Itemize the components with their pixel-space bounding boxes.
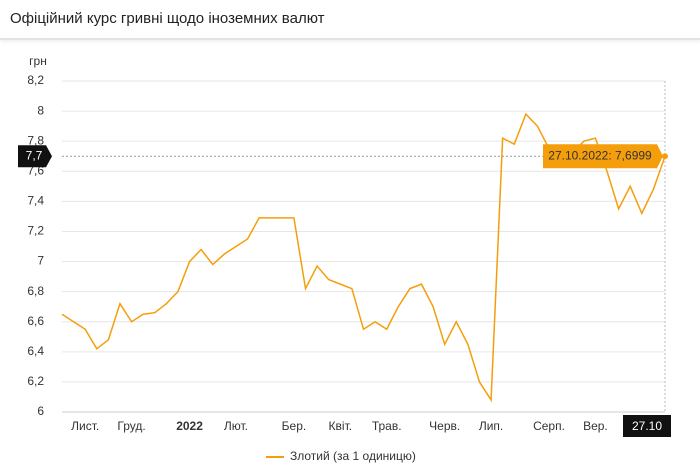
y-tick-label: 8 [37, 103, 44, 117]
y-tick-label: 7,2 [27, 224, 44, 238]
y-tick-label: 7,4 [27, 194, 44, 208]
x-tick-highlight [623, 415, 671, 437]
x-tick-label: Квіт. [329, 419, 353, 433]
y-tick-label: 6 [37, 404, 44, 418]
y-tick-label: 7,8 [27, 133, 44, 147]
page-title: Офіційний курс гривні щодо іноземних вал… [10, 10, 325, 27]
y-tick-label: 7 [37, 254, 44, 268]
x-tick-label: Груд. [117, 419, 145, 433]
legend-label: Злотий (за 1 одиницю) [290, 449, 416, 463]
x-tick-label: Лист. [71, 419, 99, 433]
x-tick-label: 27.10 [632, 419, 662, 433]
crosshair-label: 7,7 [26, 148, 43, 162]
x-tick-label: 2022 [176, 419, 203, 433]
header: Офіційний курс гривні щодо іноземних вал… [0, 0, 700, 40]
y-tick-label: 6,4 [27, 344, 44, 358]
y-axis-label: грн [29, 54, 47, 68]
x-tick-label: Черв. [429, 419, 460, 433]
x-tick-label: Трав. [372, 419, 402, 433]
y-tick-label: 6,8 [27, 284, 44, 298]
y-tick-label: 6,6 [27, 314, 44, 328]
x-tick-label: Лют. [224, 419, 248, 433]
tooltip-box [543, 144, 663, 169]
x-tick-label: Серп. [533, 419, 565, 433]
y-tick-label: 8,2 [27, 73, 44, 87]
crosshair-label-box [18, 145, 52, 168]
tooltip-text: 27.10.2022: 7,6999 [548, 148, 652, 162]
tooltip-point [662, 153, 668, 160]
x-tick-label: Лип. [479, 419, 503, 433]
x-tick-label: Вер. [583, 419, 608, 433]
x-tick-label: Бер. [282, 419, 307, 433]
y-tick-label: 6,2 [27, 374, 44, 388]
